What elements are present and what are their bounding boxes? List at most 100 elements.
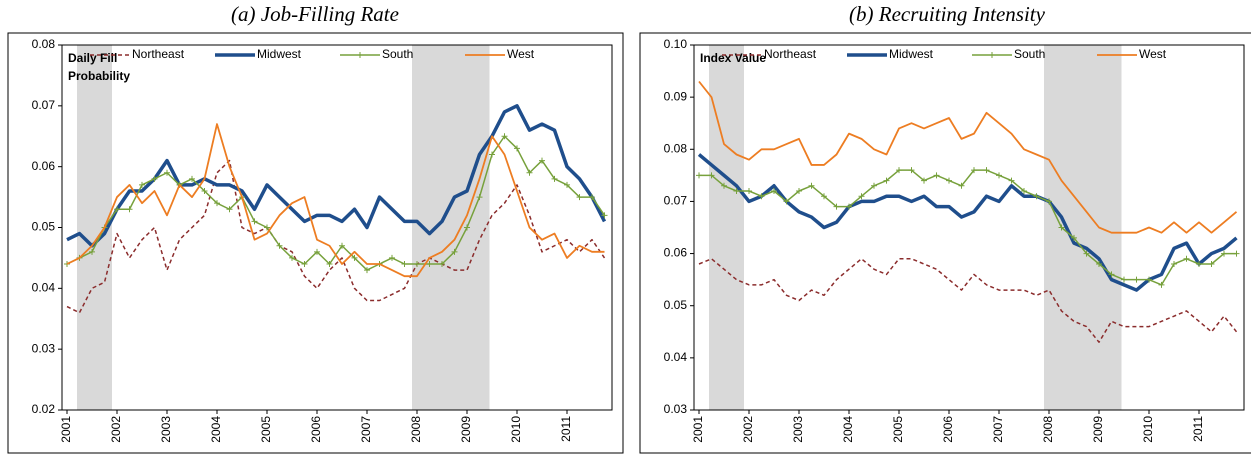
point-marker (501, 133, 508, 140)
point-marker (276, 242, 283, 249)
point-marker (301, 261, 308, 267)
legend-label: West (1139, 47, 1167, 61)
point-marker (601, 212, 608, 219)
point-marker (921, 177, 927, 184)
legend-item: West (465, 47, 535, 61)
point-marker (339, 242, 345, 249)
point-marker (251, 218, 258, 225)
point-marker (871, 182, 877, 189)
point-marker (139, 181, 145, 188)
point-marker (746, 188, 752, 194)
y-tick-label: 0.08 (32, 37, 56, 51)
point-marker (414, 261, 420, 267)
y-tick-label: 0.03 (664, 402, 688, 416)
x-tick-label: 2008 (409, 416, 423, 443)
point-marker (946, 177, 952, 184)
point-marker (451, 248, 458, 255)
point-marker (883, 177, 890, 184)
x-tick-label: 2008 (1041, 416, 1055, 443)
point-marker (201, 188, 208, 194)
x-tick-label: 2002 (741, 416, 755, 443)
point-marker (808, 182, 815, 189)
point-marker (696, 172, 702, 179)
x-tick-label: 2011 (1191, 416, 1205, 442)
point-marker (1033, 193, 1040, 200)
x-tick-label: 2007 (991, 416, 1005, 443)
point-marker (189, 175, 195, 182)
point-marker (1058, 224, 1065, 231)
point-marker (1233, 250, 1240, 257)
point-marker (214, 200, 220, 207)
point-marker (564, 181, 570, 188)
point-marker (1133, 276, 1140, 283)
point-marker (1071, 234, 1077, 241)
legend-label: South (1014, 47, 1045, 61)
legend-item: Northeast (90, 47, 185, 61)
point-marker (1158, 281, 1165, 288)
point-marker (996, 172, 1002, 179)
y-tick-label: 0.05 (32, 220, 56, 234)
point-marker (514, 145, 520, 152)
y-tick-label: 0.07 (32, 98, 56, 112)
point-marker (389, 254, 395, 261)
x-tick-label: 2001 (59, 416, 73, 443)
point-marker (821, 193, 827, 200)
point-marker (1146, 276, 1152, 283)
annotation: Daily Fill (68, 51, 117, 65)
x-tick-label: 2003 (791, 416, 805, 443)
y-tick-label: 0.10 (664, 37, 688, 51)
legend-item: South (340, 47, 413, 61)
x-tick-label: 2011 (559, 416, 573, 442)
point-marker (796, 188, 802, 194)
point-marker (1096, 261, 1102, 267)
point-marker (771, 188, 777, 194)
point-marker (326, 261, 333, 267)
point-marker (833, 203, 840, 210)
series-line (699, 169, 1237, 286)
y-tick-label: 0.03 (32, 341, 56, 355)
x-tick-label: 2004 (841, 416, 855, 443)
x-tick-label: 2009 (1091, 416, 1105, 443)
point-marker (733, 188, 740, 194)
point-marker (908, 167, 915, 174)
point-marker (721, 182, 727, 189)
legend-label: Midwest (889, 47, 934, 61)
point-marker (1196, 261, 1202, 267)
x-tick-label: 2003 (159, 416, 173, 443)
point-marker (1008, 177, 1015, 184)
legend-item: Midwest (847, 47, 934, 61)
x-tick-label: 2005 (891, 416, 905, 443)
panel-border (639, 32, 1251, 454)
legend-label: West (507, 47, 535, 61)
x-tick-label: 2010 (1141, 416, 1155, 443)
point-marker (971, 167, 977, 174)
y-tick-label: 0.06 (32, 159, 56, 173)
point-marker (426, 261, 433, 267)
series-line (66, 123, 605, 278)
recession-shade (709, 45, 744, 410)
point-marker (539, 157, 545, 164)
legend-label: Northeast (764, 47, 817, 61)
y-tick-label: 0.02 (32, 402, 56, 416)
point-marker (896, 167, 902, 174)
point-marker (439, 261, 445, 267)
y-tick-label: 0.08 (664, 141, 688, 155)
legend-item: South (972, 47, 1045, 61)
x-tick-label: 2009 (459, 416, 473, 443)
point-marker (1183, 255, 1190, 262)
y-tick-label: 0.04 (664, 350, 688, 364)
point-marker (1221, 250, 1227, 257)
plot-frame (693, 44, 1245, 411)
point-marker (1208, 261, 1215, 267)
point-marker (858, 193, 865, 200)
x-tick-label: 2006 (941, 416, 955, 443)
point-marker (289, 254, 295, 261)
point-marker (114, 206, 120, 213)
point-marker (846, 203, 852, 210)
panel-border (7, 32, 624, 454)
point-marker (264, 224, 270, 231)
y-tick-label: 0.07 (664, 194, 688, 208)
x-tick-label: 2010 (509, 416, 523, 443)
point-marker (576, 194, 583, 201)
point-marker (958, 182, 965, 189)
